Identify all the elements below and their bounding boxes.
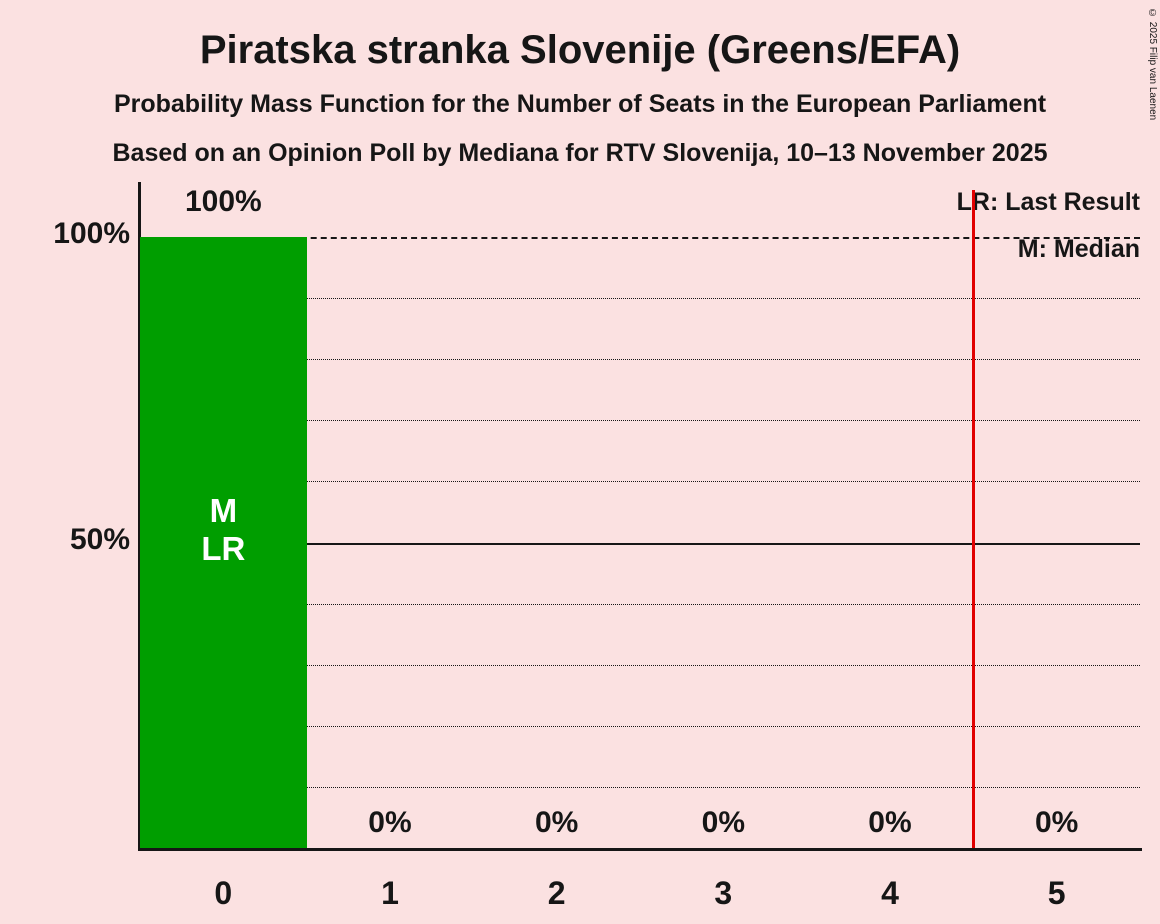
y-tick-50pct: 50%	[69, 522, 130, 556]
bar-seats-0: M LR	[140, 237, 307, 848]
bar-value-label-1: 0%	[368, 806, 412, 839]
x-tick-3: 3	[714, 875, 733, 911]
copyright-notice: © 2025 Filip van Laenen	[1147, 8, 1158, 121]
gridline-20pct	[140, 725, 1140, 727]
plot-area: M LR 100% 0% 0% 0% 0% 0%	[140, 185, 1140, 848]
median-last-result-marker: M LR	[201, 492, 246, 567]
gridline-80pct	[140, 359, 1140, 361]
last-result-line	[972, 190, 975, 848]
x-tick-4: 4	[881, 875, 899, 911]
x-tick-5: 5	[1047, 875, 1066, 911]
chart-source-subtitle: Based on an Opinion Poll by Mediana for …	[112, 139, 1048, 167]
x-tick-2: 2	[547, 875, 566, 911]
bar-value-label-0: 100%	[184, 185, 262, 218]
legend-last-result: LR: Last Result	[956, 188, 1140, 216]
bar-value-label-2: 0%	[534, 806, 579, 839]
bar-value-label-4: 0%	[868, 806, 912, 839]
gridline-60pct	[140, 481, 1140, 483]
bar-value-label-5: 0%	[1034, 806, 1079, 839]
y-tick-100pct: 100%	[53, 217, 130, 250]
bar-value-label-3: 0%	[701, 806, 745, 839]
chart-subtitle: Probability Mass Function for the Number…	[113, 90, 1047, 118]
gridline-10pct	[140, 786, 1140, 788]
gridline-90pct	[140, 298, 1140, 300]
major-gridline-100pct	[140, 237, 1140, 239]
y-axis-line	[138, 182, 141, 848]
x-tick-0: 0	[214, 875, 233, 911]
gridline-30pct	[140, 664, 1140, 666]
gridline-40pct	[140, 603, 1140, 605]
gridline-70pct	[140, 420, 1140, 422]
chart-title: Piratska stranka Slovenije (Greens/EFA)	[199, 28, 961, 72]
major-gridline-50pct	[140, 542, 1140, 545]
legend-median: M: Median	[1017, 235, 1140, 263]
x-axis-line	[138, 848, 1142, 851]
x-tick-1: 1	[381, 875, 399, 911]
